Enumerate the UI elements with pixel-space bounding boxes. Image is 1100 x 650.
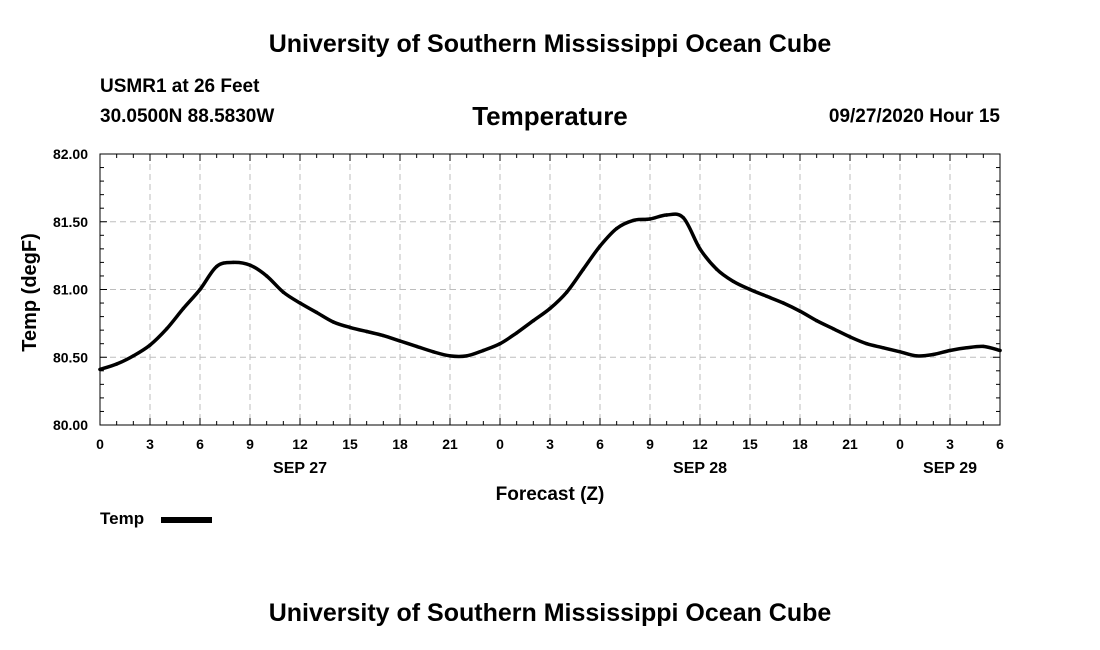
- coordinates-label: 30.0500N 88.5830W: [100, 106, 275, 127]
- data-point: [831, 327, 835, 331]
- x-tick-label: 18: [392, 436, 408, 452]
- data-point: [748, 287, 752, 292]
- y-tick-label: 82.00: [53, 146, 88, 162]
- x-tick-label: 18: [792, 436, 808, 452]
- data-point: [198, 287, 202, 292]
- data-point: [865, 342, 869, 346]
- chart-title: Temperature: [472, 101, 628, 131]
- data-point: [948, 348, 952, 353]
- data-point: [98, 367, 102, 372]
- data-point: [848, 335, 852, 339]
- x-tick-label: 0: [896, 436, 904, 452]
- x-tick-label: 6: [996, 436, 1004, 452]
- x-tick-label: 0: [496, 436, 504, 452]
- grid: [100, 154, 1000, 425]
- x-axis-title: Forecast (Z): [496, 484, 605, 505]
- data-point: [998, 348, 1002, 353]
- x-tick-label: 12: [692, 436, 708, 452]
- data-point: [598, 244, 602, 248]
- x-tick-label: 3: [146, 436, 154, 452]
- data-point: [581, 267, 585, 271]
- data-point: [498, 342, 502, 346]
- data-point: [815, 319, 819, 323]
- data-point: [981, 344, 985, 349]
- data-point: [315, 310, 319, 315]
- data-point: [731, 279, 735, 284]
- data-point: [881, 346, 885, 350]
- data-point: [131, 354, 135, 358]
- data-point: [381, 333, 385, 338]
- data-point: [915, 354, 919, 358]
- data-point: [531, 319, 535, 323]
- data-point: [565, 290, 569, 294]
- data-point: [231, 260, 235, 265]
- minor-ticks: [100, 154, 1000, 425]
- data-point: [248, 263, 252, 267]
- y-tick-label: 80.50: [53, 349, 88, 365]
- date-label: SEP 27: [273, 460, 327, 477]
- x-tick-label: 6: [596, 436, 604, 452]
- data-point: [431, 350, 435, 354]
- x-tick-label: 9: [246, 436, 254, 452]
- x-tick-label: 3: [946, 436, 954, 452]
- datetime-label: 09/27/2020 Hour 15: [828, 106, 1000, 127]
- data-point: [281, 290, 285, 294]
- data-point: [148, 343, 152, 347]
- x-tick-label: 3: [546, 436, 554, 452]
- major-ticks: [99, 153, 1001, 426]
- series-layer: [98, 212, 1002, 372]
- data-point: [415, 344, 419, 349]
- x-tick-label: 9: [646, 436, 654, 452]
- data-point: [481, 348, 485, 353]
- data-point: [115, 362, 119, 366]
- data-point: [781, 301, 785, 305]
- date-label: SEP 28: [673, 460, 727, 477]
- data-point: [331, 320, 335, 324]
- data-point: [181, 306, 185, 311]
- data-point: [798, 309, 802, 313]
- data-point: [298, 301, 302, 305]
- footer-title: University of Southern Mississippi Ocean…: [268, 599, 832, 627]
- data-point: [965, 346, 969, 350]
- y-tick-label: 81.00: [53, 282, 88, 298]
- data-point: [215, 264, 219, 269]
- data-point: [698, 247, 702, 251]
- legend-swatch: [161, 517, 212, 523]
- x-tick-label: 21: [842, 436, 858, 452]
- data-point: [365, 329, 369, 334]
- data-point: [765, 294, 769, 298]
- data-point: [931, 352, 935, 357]
- legend-label: Temp: [100, 509, 145, 528]
- x-tick-label: 0: [96, 436, 104, 452]
- data-point: [448, 354, 452, 358]
- page-title: University of Southern Mississippi Ocean…: [268, 30, 832, 58]
- y-tick-label: 80.00: [53, 417, 88, 433]
- axis-labels: 0 3 6 9 12 15 18 21 0 3 6 9 12 15 18 21 0 3 6 80.00 80.50 81.…: [19, 146, 1004, 505]
- date-label: SEP 29: [923, 460, 977, 477]
- x-tick-label: 15: [742, 436, 758, 452]
- data-point: [615, 226, 619, 231]
- data-point: [165, 327, 169, 331]
- data-point: [681, 216, 685, 220]
- data-point: [665, 213, 669, 217]
- data-point: [465, 354, 469, 358]
- data-point: [265, 274, 269, 278]
- data-point: [648, 217, 652, 221]
- data-point: [398, 339, 402, 343]
- y-tick-label: 81.50: [53, 214, 88, 230]
- plot-frame: [99, 153, 1001, 426]
- station-label: USMR1 at 26 Feet: [100, 76, 260, 97]
- data-point: [898, 350, 902, 354]
- x-tick-label: 12: [292, 436, 308, 452]
- y-axis-title: Temp (degF): [19, 233, 41, 352]
- data-point: [515, 331, 519, 335]
- data-point: [631, 218, 635, 223]
- data-point: [715, 267, 719, 271]
- x-tick-label: 15: [342, 436, 358, 452]
- data-point: [548, 306, 552, 311]
- data-point: [348, 325, 352, 330]
- x-tick-label: 21: [442, 436, 458, 452]
- x-tick-label: 6: [196, 436, 204, 452]
